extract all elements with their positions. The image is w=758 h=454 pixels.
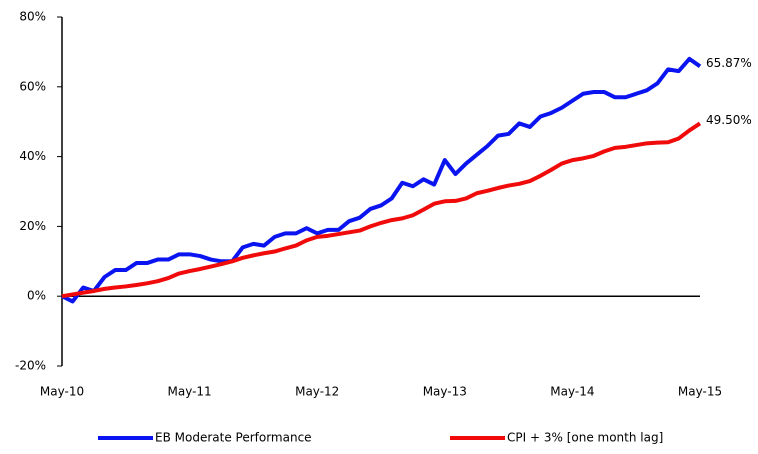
x-tick-label: May-13 (423, 385, 467, 399)
data-label: 65.87% (706, 56, 752, 70)
data-label: 49.50% (706, 113, 752, 127)
legend-label: EB Moderate Performance (155, 431, 312, 445)
y-tick-label: 20% (19, 219, 46, 233)
y-tick-label: 0% (27, 289, 46, 303)
x-tick-label: May-14 (550, 385, 594, 399)
series-line (61, 56, 702, 304)
x-tick-label: May-15 (678, 385, 722, 399)
legend-label: CPI + 3% [one month lag] (507, 431, 663, 445)
y-tick-label: -20% (15, 359, 46, 373)
x-tick-label: May-12 (295, 385, 339, 399)
x-tick-label: May-10 (40, 385, 84, 399)
y-tick-label: 80% (19, 10, 46, 24)
y-tick-label: 40% (19, 149, 46, 163)
y-tick-label: 60% (19, 79, 46, 93)
x-tick-label: May-11 (167, 385, 211, 399)
series-line (61, 121, 702, 299)
